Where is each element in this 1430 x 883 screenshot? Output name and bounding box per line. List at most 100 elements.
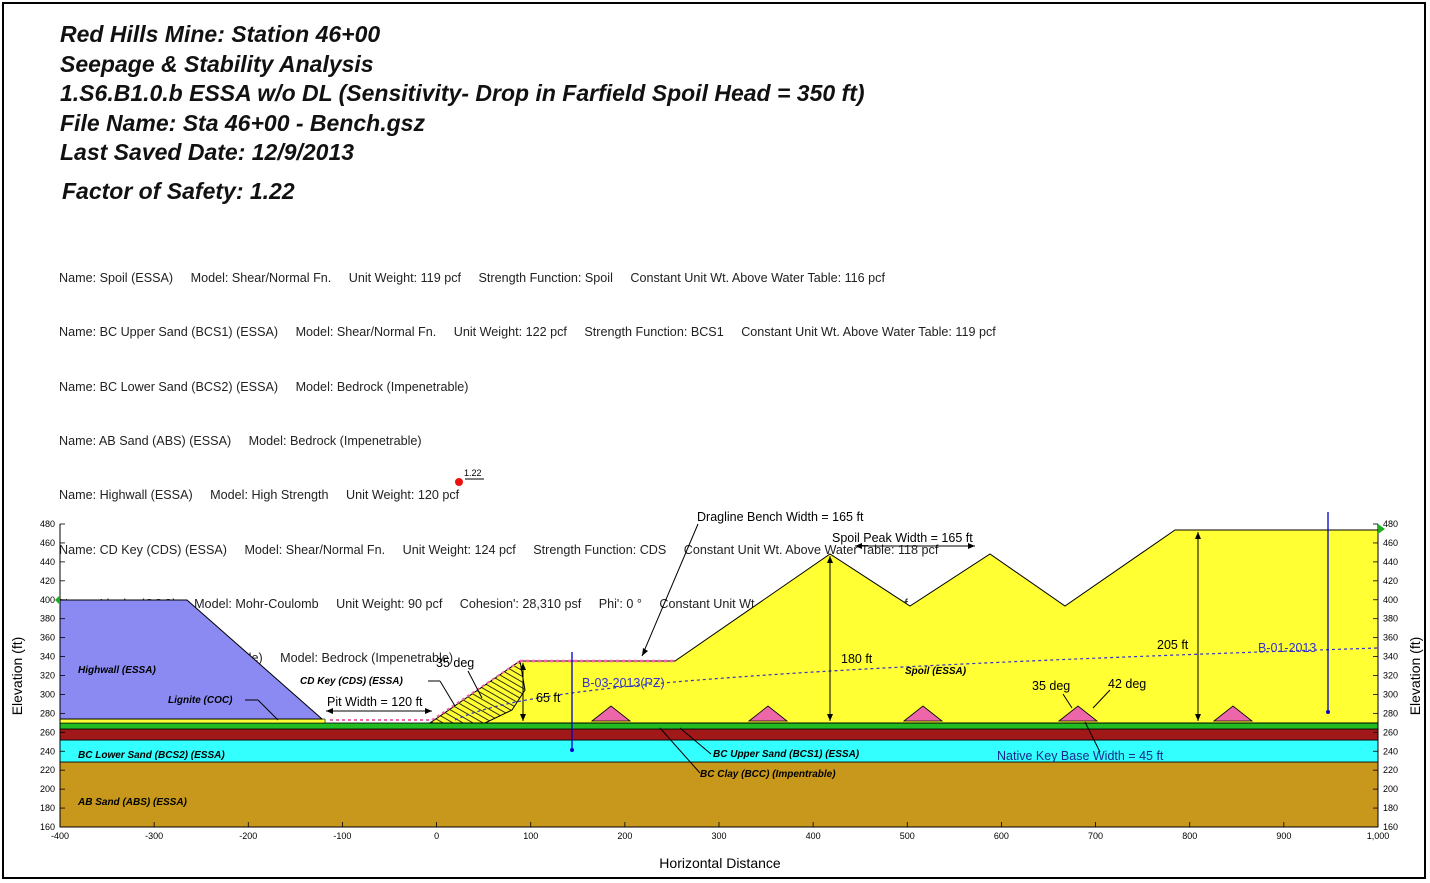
material-bcs2: Name: BC Lower Sand (BCS2) (ESSA) Model:…: [59, 379, 469, 394]
label-205ft: 205 ft: [1157, 638, 1189, 652]
label-lignite: Lignite (COC): [168, 695, 233, 706]
abs-layer: [59, 761, 1379, 828]
y-tick-label: 300: [40, 689, 55, 699]
title-line-file-name: File Name: Sta 46+00 - Bench.gsz: [60, 109, 425, 136]
label-spoil: Spoil (ESSA): [905, 666, 967, 677]
y-ticks-right: 160 180 200 220 240 260 280 300 320 340 360 380 400 4…: [1373, 519, 1398, 832]
material-abs: Name: AB Sand (ABS) (ESSA) Model: Bedroc…: [59, 434, 422, 449]
title-line-scenario: 1.S6.B1.0.b ESSA w/o DL (Sensitivity- Dr…: [60, 80, 865, 106]
x-tick-label: 1,000: [1367, 831, 1390, 841]
y-tick-label: 260: [40, 727, 55, 737]
x-tick-label: -300: [145, 831, 163, 841]
slip-center-marker: [455, 478, 463, 486]
piezometric-line: [454, 647, 1379, 721]
x-tick-label: -100: [333, 831, 351, 841]
x-tick-label: 0: [434, 831, 439, 841]
label-native-key: Native Key Base Width = 45 ft: [997, 749, 1164, 763]
y-tick-label: 480: [40, 519, 55, 529]
title-block: Red Hills Mine: Station 46+00 Seepage & …: [60, 20, 865, 168]
y-tick-label: 180: [40, 803, 55, 813]
label-35deg-left: 35 deg: [436, 656, 474, 670]
x-tick-label: 700: [1088, 831, 1103, 841]
label-b03: B-03-2013(PZ): [582, 676, 665, 690]
y-tick-label: 280: [1383, 708, 1398, 718]
leader-bcc: [659, 727, 701, 774]
y-tick-label: 220: [1383, 765, 1398, 775]
material-spoil: Name: Spoil (ESSA) Model: Shear/Normal F…: [59, 271, 885, 286]
borehole-b01-tip: [1326, 710, 1330, 714]
x-tick-label: 400: [806, 831, 821, 841]
native-key: [1212, 705, 1254, 722]
y-tick-label: 200: [1383, 784, 1398, 794]
native-key: [747, 705, 789, 722]
x-tick-label: 500: [900, 831, 915, 841]
y-tick-label: 240: [40, 746, 55, 756]
y-tick-label: 200: [40, 784, 55, 794]
y-axis-label-left: Elevation (ft): [9, 637, 25, 716]
borehole-b03-tip: [570, 748, 574, 752]
y-tick-label: 400: [40, 595, 55, 605]
x-tick-label: 200: [617, 831, 632, 841]
y-tick-label: 300: [1383, 689, 1398, 699]
bcs1-layer: [59, 722, 1379, 730]
label-bcs2: BC Lower Sand (BCS2) (ESSA): [78, 750, 225, 761]
y-tick-label: 180: [1383, 803, 1398, 813]
y-tick-label: 280: [40, 708, 55, 718]
native-key: [1057, 705, 1099, 722]
y-tick-label: 420: [1383, 576, 1398, 586]
title-line-mine: Red Hills Mine: Station 46+00: [60, 21, 381, 47]
y-tick-label: 240: [1383, 746, 1398, 756]
x-tick-label: 100: [523, 831, 538, 841]
y-tick-label: 380: [40, 614, 55, 624]
x-tick-label: 600: [994, 831, 1009, 841]
y-tick-label: 440: [40, 557, 55, 567]
native-key: [590, 705, 632, 722]
cd-key-region: [428, 660, 526, 724]
y-tick-label: 320: [40, 671, 55, 681]
y-tick-label: 400: [1383, 595, 1398, 605]
material-bcs1: Name: BC Upper Sand (BCS1) (ESSA) Model:…: [59, 325, 996, 340]
boundary-marker-left: [55, 595, 60, 605]
leader-cd-key-2: [439, 680, 456, 707]
leader-lignite-2: [257, 699, 279, 721]
leader-35deg-left: [467, 670, 483, 699]
bcc-layer: [59, 728, 1379, 741]
y-axis-label-right: Elevation (ft): [1407, 637, 1423, 716]
fos-marker-label: 1.22: [464, 468, 482, 478]
x-axis-label: Horizontal Distance: [659, 855, 781, 871]
y-tick-label: 460: [1383, 538, 1398, 548]
native-key: [902, 705, 944, 722]
label-spoil-peak: Spoil Peak Width = 165 ft: [832, 531, 973, 545]
y-tick-label: 160: [1383, 822, 1398, 832]
y-tick-label: 340: [1383, 652, 1398, 662]
y-tick-label: 160: [40, 822, 55, 832]
y-tick-label: 420: [40, 576, 55, 586]
y-tick-label: 460: [40, 538, 55, 548]
x-tick-label: -200: [239, 831, 257, 841]
leader-35deg: [1062, 693, 1073, 709]
y-tick-label: 480: [1383, 519, 1398, 529]
label-bcc: BC Clay (BCC) (Impentrable): [700, 769, 836, 780]
y-tick-label: 440: [1383, 557, 1398, 567]
lignite-layer: [59, 718, 326, 724]
label-180ft: 180 ft: [841, 652, 873, 666]
leader-42deg: [1092, 689, 1111, 709]
label-b01: B-01-2013: [1258, 641, 1316, 655]
label-abs: AB Sand (ABS) (ESSA): [77, 797, 188, 808]
label-bcs1: BC Upper Sand (BCS1) (ESSA): [713, 749, 860, 760]
leader-native-key: [1084, 721, 1101, 753]
x-tick-label: 300: [711, 831, 726, 841]
y-tick-label: 340: [40, 652, 55, 662]
y-tick-label: 260: [1383, 727, 1398, 737]
title-line-analysis: Seepage & Stability Analysis: [60, 50, 374, 77]
label-35deg-right: 35 deg: [1032, 679, 1070, 693]
x-tick-label: -400: [51, 831, 69, 841]
label-pit-width: Pit Width = 120 ft: [327, 695, 423, 709]
x-tick-label: 800: [1182, 831, 1197, 841]
material-cd-key: Name: CD Key (CDS) (ESSA) Model: Shear/N…: [59, 542, 939, 557]
x-ticks: -400 -300 -200 -100 0 100 200 300 400 500 600 700 80…: [51, 822, 1389, 841]
label-highwall: Highwall (ESSA): [78, 665, 156, 676]
label-42deg: 42 deg: [1108, 677, 1146, 691]
